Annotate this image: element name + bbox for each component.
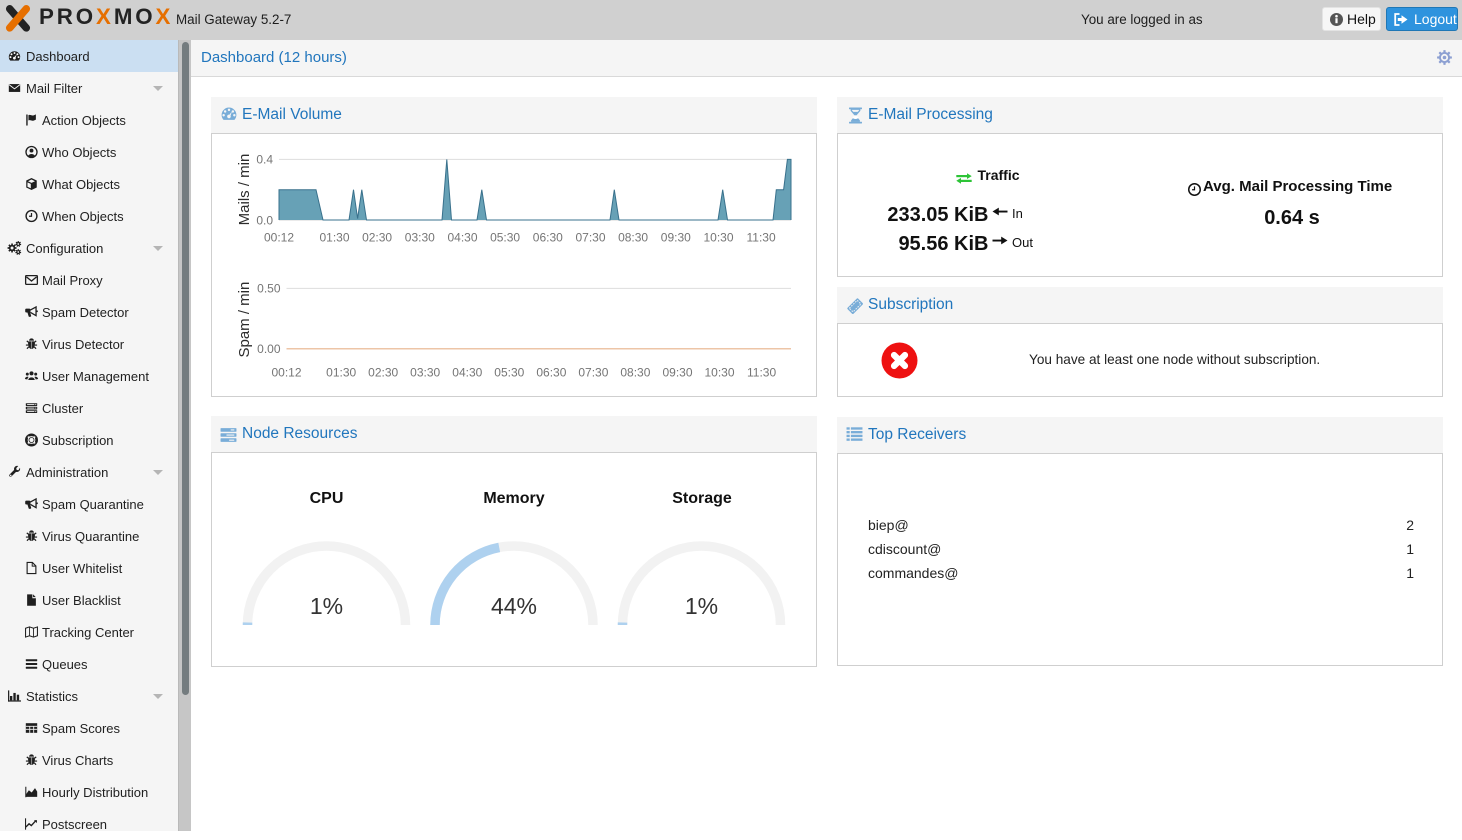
svg-text:0.0: 0.0: [256, 213, 273, 227]
svg-text:09:30: 09:30: [661, 230, 691, 244]
svg-text:11:30: 11:30: [747, 366, 776, 380]
svg-text:01:30: 01:30: [326, 366, 356, 380]
svg-text:11:30: 11:30: [747, 230, 776, 244]
svg-text:10:30: 10:30: [703, 230, 733, 244]
svg-text:44%: 44%: [491, 593, 537, 619]
svg-text:02:30: 02:30: [362, 230, 392, 244]
svg-text:10:30: 10:30: [704, 366, 734, 380]
svg-text:0.00: 0.00: [257, 342, 281, 356]
svg-text:03:30: 03:30: [405, 230, 435, 244]
svg-text:06:30: 06:30: [533, 230, 563, 244]
svg-text:PROXMOX: PROXMOX: [39, 4, 173, 29]
svg-text:06:30: 06:30: [536, 366, 566, 380]
svg-text:1%: 1%: [685, 593, 718, 619]
svg-text:08:30: 08:30: [620, 366, 650, 380]
svg-text:08:30: 08:30: [618, 230, 648, 244]
svg-text:04:30: 04:30: [447, 230, 477, 244]
svg-text:Spam / min: Spam / min: [236, 282, 253, 358]
svg-text:1%: 1%: [310, 593, 343, 619]
svg-text:07:30: 07:30: [578, 366, 608, 380]
svg-text:05:30: 05:30: [490, 230, 520, 244]
svg-text:03:30: 03:30: [410, 366, 440, 380]
svg-text:04:30: 04:30: [452, 366, 482, 380]
svg-text:00:12: 00:12: [271, 366, 301, 380]
svg-text:09:30: 09:30: [662, 366, 692, 380]
svg-text:Mails / min: Mails / min: [236, 154, 253, 226]
svg-text:02:30: 02:30: [368, 366, 398, 380]
svg-text:07:30: 07:30: [575, 230, 605, 244]
svg-text:00:12: 00:12: [264, 230, 294, 244]
svg-text:0.50: 0.50: [257, 282, 281, 296]
svg-text:05:30: 05:30: [494, 366, 524, 380]
svg-text:0.4: 0.4: [256, 153, 273, 167]
svg-text:01:30: 01:30: [319, 230, 349, 244]
